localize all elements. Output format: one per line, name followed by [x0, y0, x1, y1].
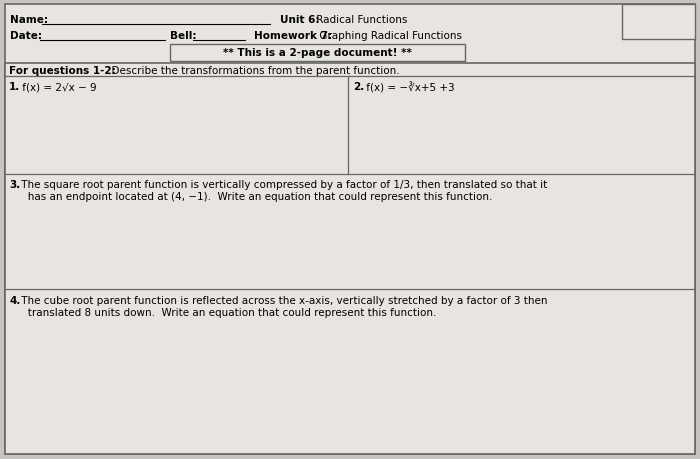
Text: Describe the transformations from the parent function.: Describe the transformations from the pa…: [105, 66, 400, 76]
Text: Bell:: Bell:: [170, 31, 197, 41]
Text: ** This is a 2-page document! **: ** This is a 2-page document! **: [223, 48, 412, 58]
Text: 3.: 3.: [9, 179, 20, 190]
Text: Name:: Name:: [10, 15, 48, 25]
Text: The square root parent function is vertically compressed by a factor of 1/3, the: The square root parent function is verti…: [18, 179, 547, 190]
Bar: [622, 5, 695, 40]
Text: For questions 1-2:: For questions 1-2:: [9, 66, 115, 76]
Text: Date:: Date:: [10, 31, 42, 41]
Text: 4.: 4.: [9, 295, 20, 305]
Text: translated 8 units down.  Write an equation that could represent this function.: translated 8 units down. Write an equati…: [18, 308, 436, 317]
Text: 2.: 2.: [353, 82, 364, 92]
Text: Radical Functions: Radical Functions: [313, 15, 407, 25]
Text: 1.: 1.: [9, 82, 20, 92]
Text: f(x) = 2√x − 9: f(x) = 2√x − 9: [19, 82, 97, 92]
Text: has an endpoint located at (4, −1).  Write an equation that could represent this: has an endpoint located at (4, −1). Writ…: [18, 191, 492, 202]
Text: f(x) = −∛x+5 +3: f(x) = −∛x+5 +3: [363, 82, 454, 93]
Bar: [170, 45, 465, 62]
Bar: [5, 64, 695, 454]
Text: The cube root parent function is reflected across the x-axis, vertically stretch: The cube root parent function is reflect…: [18, 295, 547, 305]
Text: Homework 7:: Homework 7:: [254, 31, 332, 41]
Text: Unit 6:: Unit 6:: [280, 15, 319, 25]
Text: Graphing Radical Functions: Graphing Radical Functions: [316, 31, 462, 41]
